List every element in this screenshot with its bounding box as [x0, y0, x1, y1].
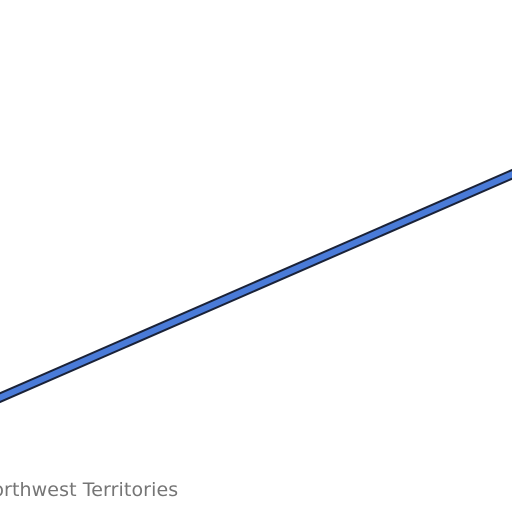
- route-line[interactable]: [0, 170, 512, 402]
- place-label-northwest-territories[interactable]: Northwest Territories: [0, 479, 179, 501]
